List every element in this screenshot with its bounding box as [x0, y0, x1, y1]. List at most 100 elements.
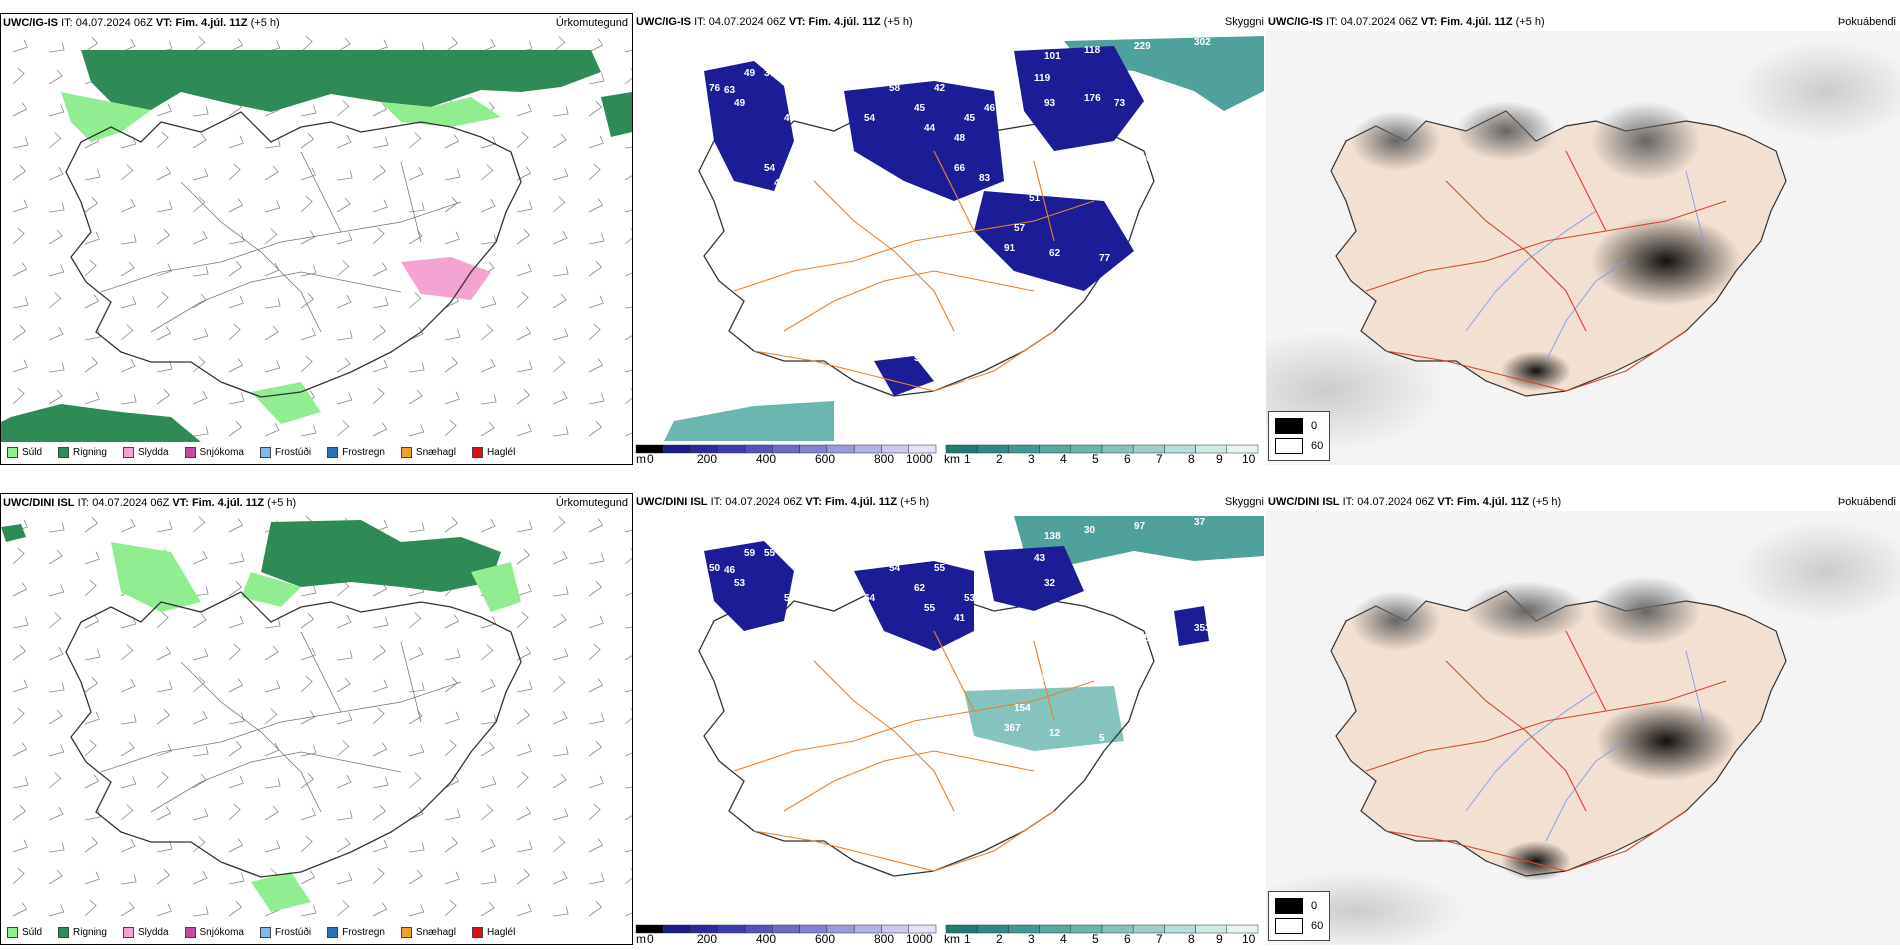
wind-barb-icon [372, 422, 388, 437]
wind-barb-icon [156, 326, 172, 341]
wind-barb-icon [516, 646, 532, 661]
wind-barb-icon [624, 805, 632, 821]
wind-barb-icon [12, 297, 29, 309]
ceiling-value-label: 58 [889, 83, 901, 94]
ceiling-value-label: 176 [1084, 93, 1101, 104]
wind-barb-icon [12, 804, 27, 821]
wind-barb-icon [408, 612, 422, 629]
wind-barb-icon [408, 904, 425, 917]
legend-item: Frostregn [327, 447, 385, 458]
panel-title: UWC/IG-IS IT: 04.07.2024 06Z VT: Fim. 4.… [3, 17, 280, 29]
wind-barb-icon [552, 746, 569, 757]
wind-barb-icon [84, 516, 99, 533]
wind-barb-icon [84, 231, 100, 245]
visibility-tick: 9 [1216, 932, 1223, 945]
wind-barb-icon [372, 804, 387, 821]
wind-barb-icon [516, 583, 532, 597]
legend-item: Rigning [58, 927, 107, 938]
wind-barb-icon [408, 229, 423, 245]
wind-barb-icon [12, 324, 27, 341]
ceiling-value-label: 34 [934, 368, 946, 379]
panel-title: UWC/IG-IS IT: 04.07.2024 06Z VT: Fim. 4.… [636, 16, 913, 28]
ceiling-low-area-n [854, 561, 974, 651]
wind-barb-icon [192, 550, 208, 565]
ceiling-value-label: 39 [884, 713, 896, 724]
ceiling-value-label: 46 [724, 565, 736, 576]
ceiling-value-label: 158 [1029, 673, 1046, 684]
wind-barb-icon [588, 233, 605, 245]
wind-barb-icon [264, 645, 279, 661]
wind-barb-icon [516, 166, 532, 181]
wind-barb-icon [48, 202, 65, 213]
drizzle-area-south [251, 872, 311, 912]
wind-barb-icon [228, 644, 241, 661]
ceiling-value-label: 101 [1044, 51, 1061, 62]
wind-barb-icon [372, 137, 389, 149]
legend-item: Súld [7, 927, 42, 938]
legend-item: Snjókoma [184, 447, 244, 458]
ceiling-panel-bottom: UWC/DINI ISL IT: 04.07.2024 06Z VT: Fim.… [634, 493, 1264, 945]
ceiling-value-label: 302 [1194, 37, 1211, 48]
wind-barb-icon [120, 234, 137, 245]
cloud-legend-swatch [1275, 898, 1303, 914]
wind-barb-icon [588, 38, 604, 53]
visibility-tick: 2 [996, 452, 1003, 465]
wind-barb-icon [552, 230, 568, 245]
wind-barb-icon [624, 138, 632, 149]
wind-barb-icon [48, 104, 65, 117]
wind-barb-icon [336, 357, 351, 373]
wind-barb-icon [228, 873, 245, 885]
wind-barb-icon [48, 904, 65, 917]
ceiling-colorbar-swatch [908, 444, 937, 454]
wind-barb-icon [516, 612, 529, 629]
wind-barb-icon [336, 37, 351, 53]
wind-barb-icon [588, 740, 603, 757]
wind-barb-icon [516, 201, 533, 213]
legend-item: Súld [7, 447, 42, 458]
ceiling-value-label: 57 [1014, 223, 1026, 234]
ceiling-unit: m [636, 932, 646, 945]
wind-barb-icon [48, 69, 63, 85]
wind-barb-icon [192, 133, 207, 149]
wind-barb-icon [444, 169, 461, 181]
legend-swatch [7, 927, 18, 938]
wind-barb-icon [552, 676, 566, 693]
visibility-tick: 6 [1124, 452, 1131, 465]
visibility-colorbar-swatch [1226, 924, 1259, 934]
wind-barb-icon [84, 676, 99, 693]
wind-barb-icon [444, 836, 459, 853]
ceiling-value-label: 93 [1044, 98, 1056, 109]
ceiling-colorbar-swatch [717, 444, 746, 454]
ceiling-tick: 600 [815, 452, 836, 465]
wind-barb-icon [192, 870, 208, 885]
wind-barb-icon [552, 648, 569, 661]
wind-barb-icon [228, 740, 243, 757]
ceiling-value-label: 87 [829, 623, 841, 634]
wind-barb-icon [12, 548, 25, 565]
cloud-legend: 0 60 [1268, 891, 1331, 941]
wind-barb-icon [156, 806, 172, 821]
legend-item: Snjókoma [184, 927, 244, 938]
wind-barb-icon [336, 614, 352, 629]
ceiling-low-area-nw [704, 61, 794, 191]
ceiling-tick: 1000 [906, 452, 933, 465]
legend-swatch [259, 447, 271, 458]
ceiling-value-label: 66 [954, 163, 966, 174]
wind-barb-icon [552, 356, 566, 373]
wind-barb-icon [48, 42, 65, 53]
wind-barb-icon [264, 200, 281, 213]
wind-barb-icon [408, 202, 425, 213]
wind-barb-icon [48, 772, 62, 789]
drizzle-area-south [251, 382, 321, 424]
roads [733, 630, 1095, 872]
wind-barb-icon [552, 906, 569, 917]
drizzle-area-north [241, 572, 301, 607]
visibility-colorbar-swatch [976, 444, 1009, 454]
visibility-tick: 4 [1060, 932, 1067, 945]
wind-barb-icon [192, 906, 209, 917]
wind-barb-icon [12, 164, 27, 181]
wind-barb-icon [120, 296, 137, 309]
wind-barb-icon [12, 617, 29, 629]
wind-barb-icon [372, 297, 389, 309]
